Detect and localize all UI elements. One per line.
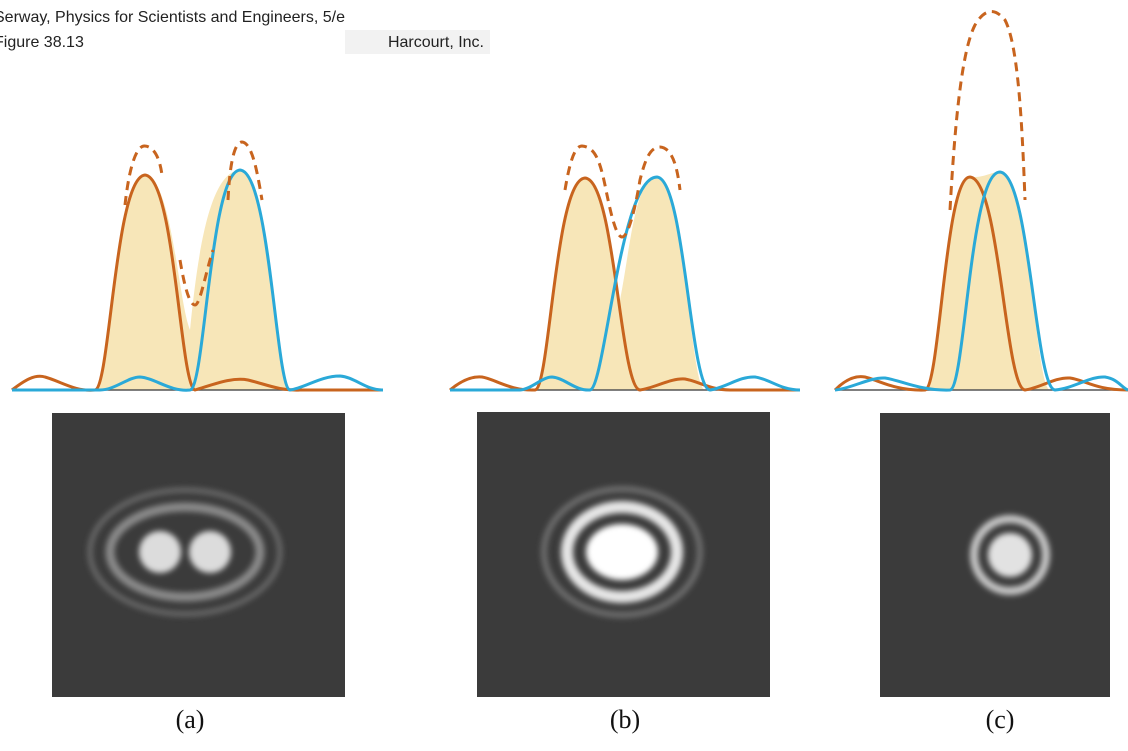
panel-a-plot: (a) <box>11 140 384 734</box>
publisher-bg <box>345 30 490 54</box>
panel-c-plot: (c) <box>833 10 1128 734</box>
header-line1: Serway, Physics for Scientists and Engin… <box>0 9 345 26</box>
panel-b-plot: (b) <box>449 144 801 734</box>
panel-label: (a) <box>176 705 205 734</box>
panel-label: (b) <box>610 705 640 734</box>
header-publisher: Harcourt, Inc. <box>388 34 484 51</box>
panel-label: (c) <box>986 705 1015 734</box>
header-line2: Figure 38.13 <box>0 34 84 51</box>
